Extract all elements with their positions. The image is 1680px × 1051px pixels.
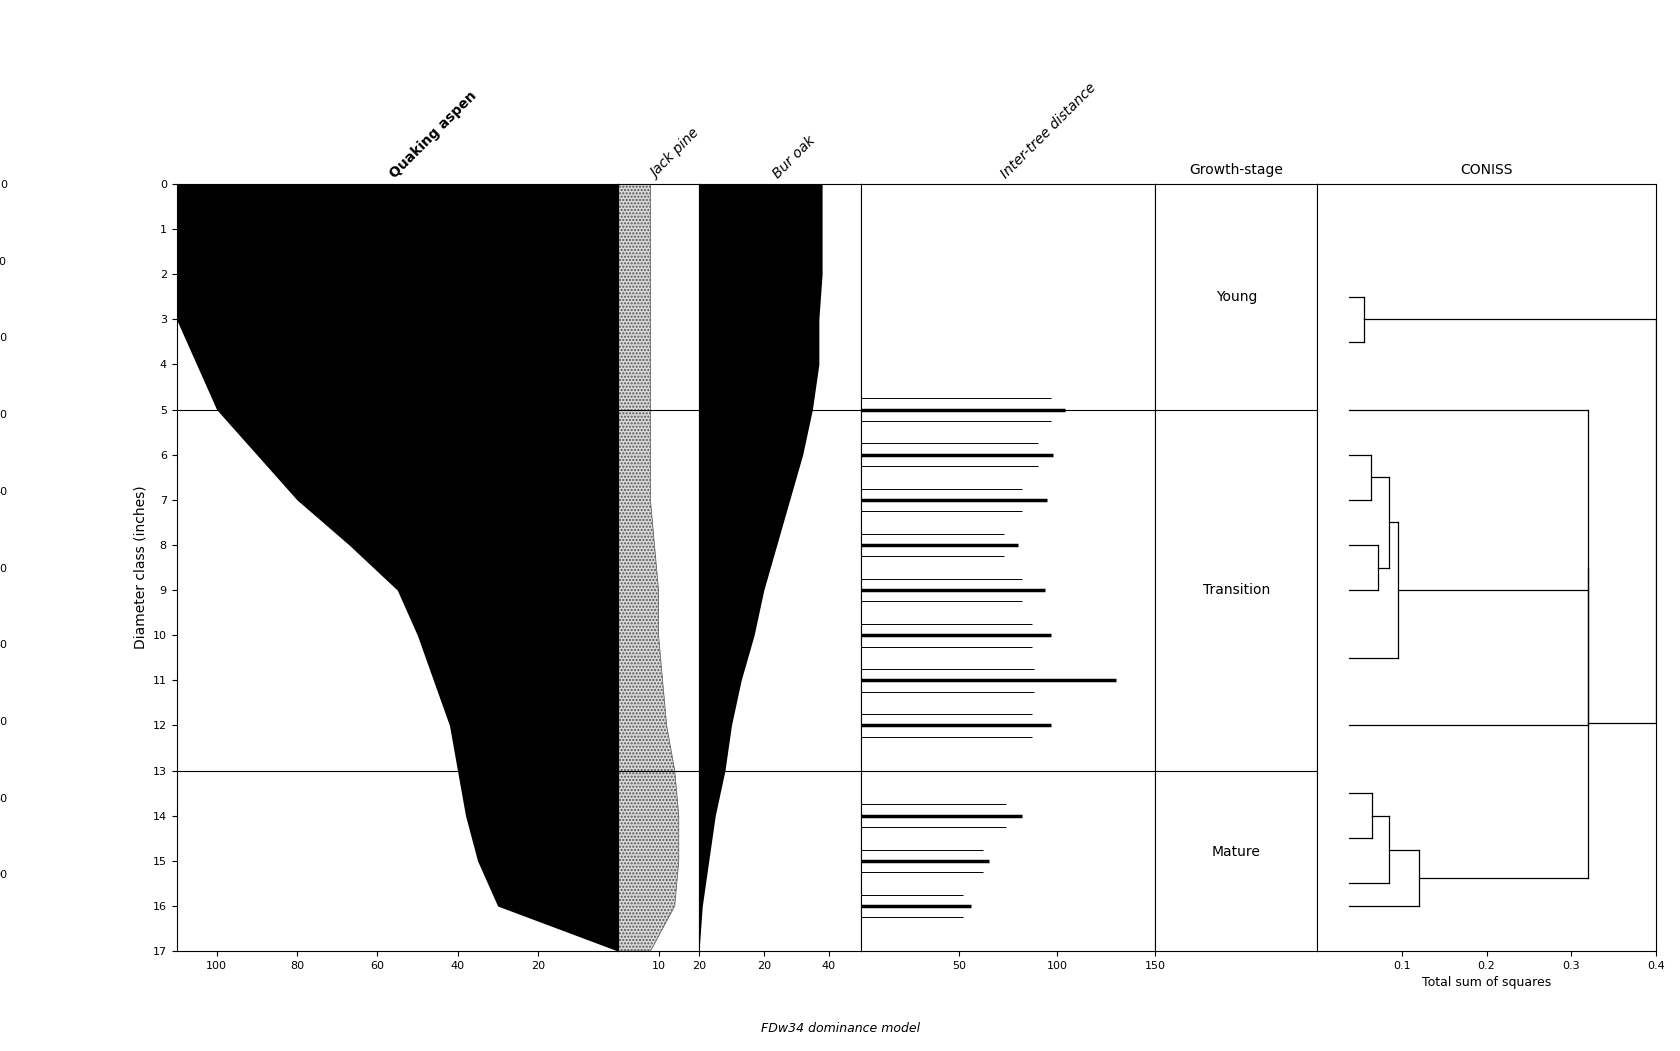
Title: Growth-stage: Growth-stage bbox=[1189, 163, 1282, 177]
Text: Mature: Mature bbox=[1211, 845, 1260, 859]
Title: Bur oak: Bur oak bbox=[769, 133, 816, 181]
Title: Quaking aspen: Quaking aspen bbox=[386, 88, 479, 181]
X-axis label: Total sum of squares: Total sum of squares bbox=[1421, 976, 1551, 989]
Text: Young: Young bbox=[1215, 290, 1257, 304]
Title: Inter-tree distance: Inter-tree distance bbox=[998, 81, 1099, 181]
Text: FDw34 dominance model: FDw34 dominance model bbox=[761, 1023, 919, 1035]
Text: Transition: Transition bbox=[1201, 583, 1268, 597]
Title: CONISS: CONISS bbox=[1460, 163, 1512, 177]
Y-axis label: Diameter class (inches): Diameter class (inches) bbox=[133, 486, 148, 650]
Title: Jack pine: Jack pine bbox=[648, 127, 702, 181]
